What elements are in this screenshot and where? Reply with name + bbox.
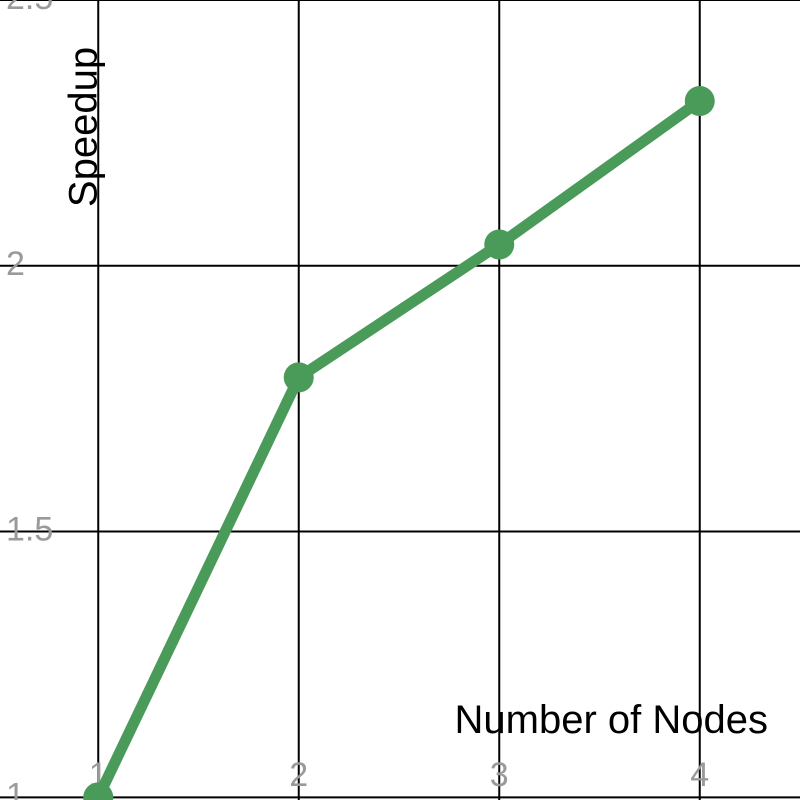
y-tick-label: 2 [6, 245, 25, 283]
series [83, 85, 715, 800]
data-point [484, 229, 515, 260]
x-tick-label: 2 [289, 756, 308, 794]
y-axis-title: Speedup [62, 47, 106, 207]
data-point [83, 782, 114, 800]
x-axis-title: Number of Nodes [455, 698, 768, 742]
y-tick-label: 1 [6, 776, 25, 800]
x-tick-label: 3 [490, 756, 509, 794]
y-tick-label: 1.5 [6, 511, 53, 549]
data-point [283, 362, 314, 393]
series-line [92, 95, 706, 800]
x-tick-label: 4 [690, 756, 709, 794]
y-tick-label: 2.5 [6, 0, 53, 17]
data-point [684, 85, 715, 116]
